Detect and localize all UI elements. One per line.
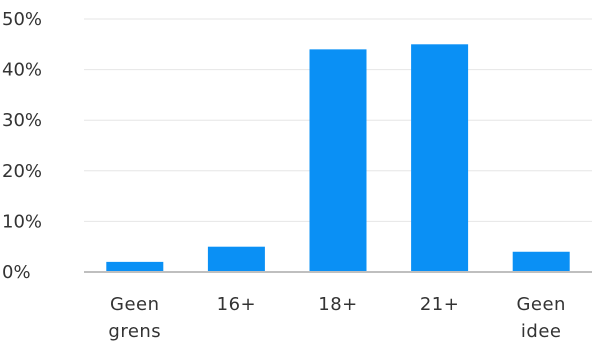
y-tick-label: 30% xyxy=(2,110,42,131)
y-tick-label: 50% xyxy=(2,9,42,30)
y-tick-label: 10% xyxy=(2,211,42,232)
bar-1 xyxy=(106,261,164,272)
x-tick-label: Geen xyxy=(516,294,566,315)
x-tick-label: 18+ xyxy=(318,294,358,315)
y-tick-label: 0% xyxy=(2,262,31,283)
x-tick-label: 21+ xyxy=(420,294,460,315)
bar-5 xyxy=(512,251,570,272)
x-tick-label: 16+ xyxy=(217,294,257,315)
x-tick-label: grens xyxy=(108,321,161,342)
x-tick-label: Geen xyxy=(110,294,160,315)
bar-3 xyxy=(309,49,367,272)
bar-4 xyxy=(411,44,469,272)
y-tick-label: 40% xyxy=(2,60,42,81)
bar-2 xyxy=(207,246,265,272)
x-tick-label: idee xyxy=(521,321,562,342)
y-tick-label: 20% xyxy=(2,161,42,182)
